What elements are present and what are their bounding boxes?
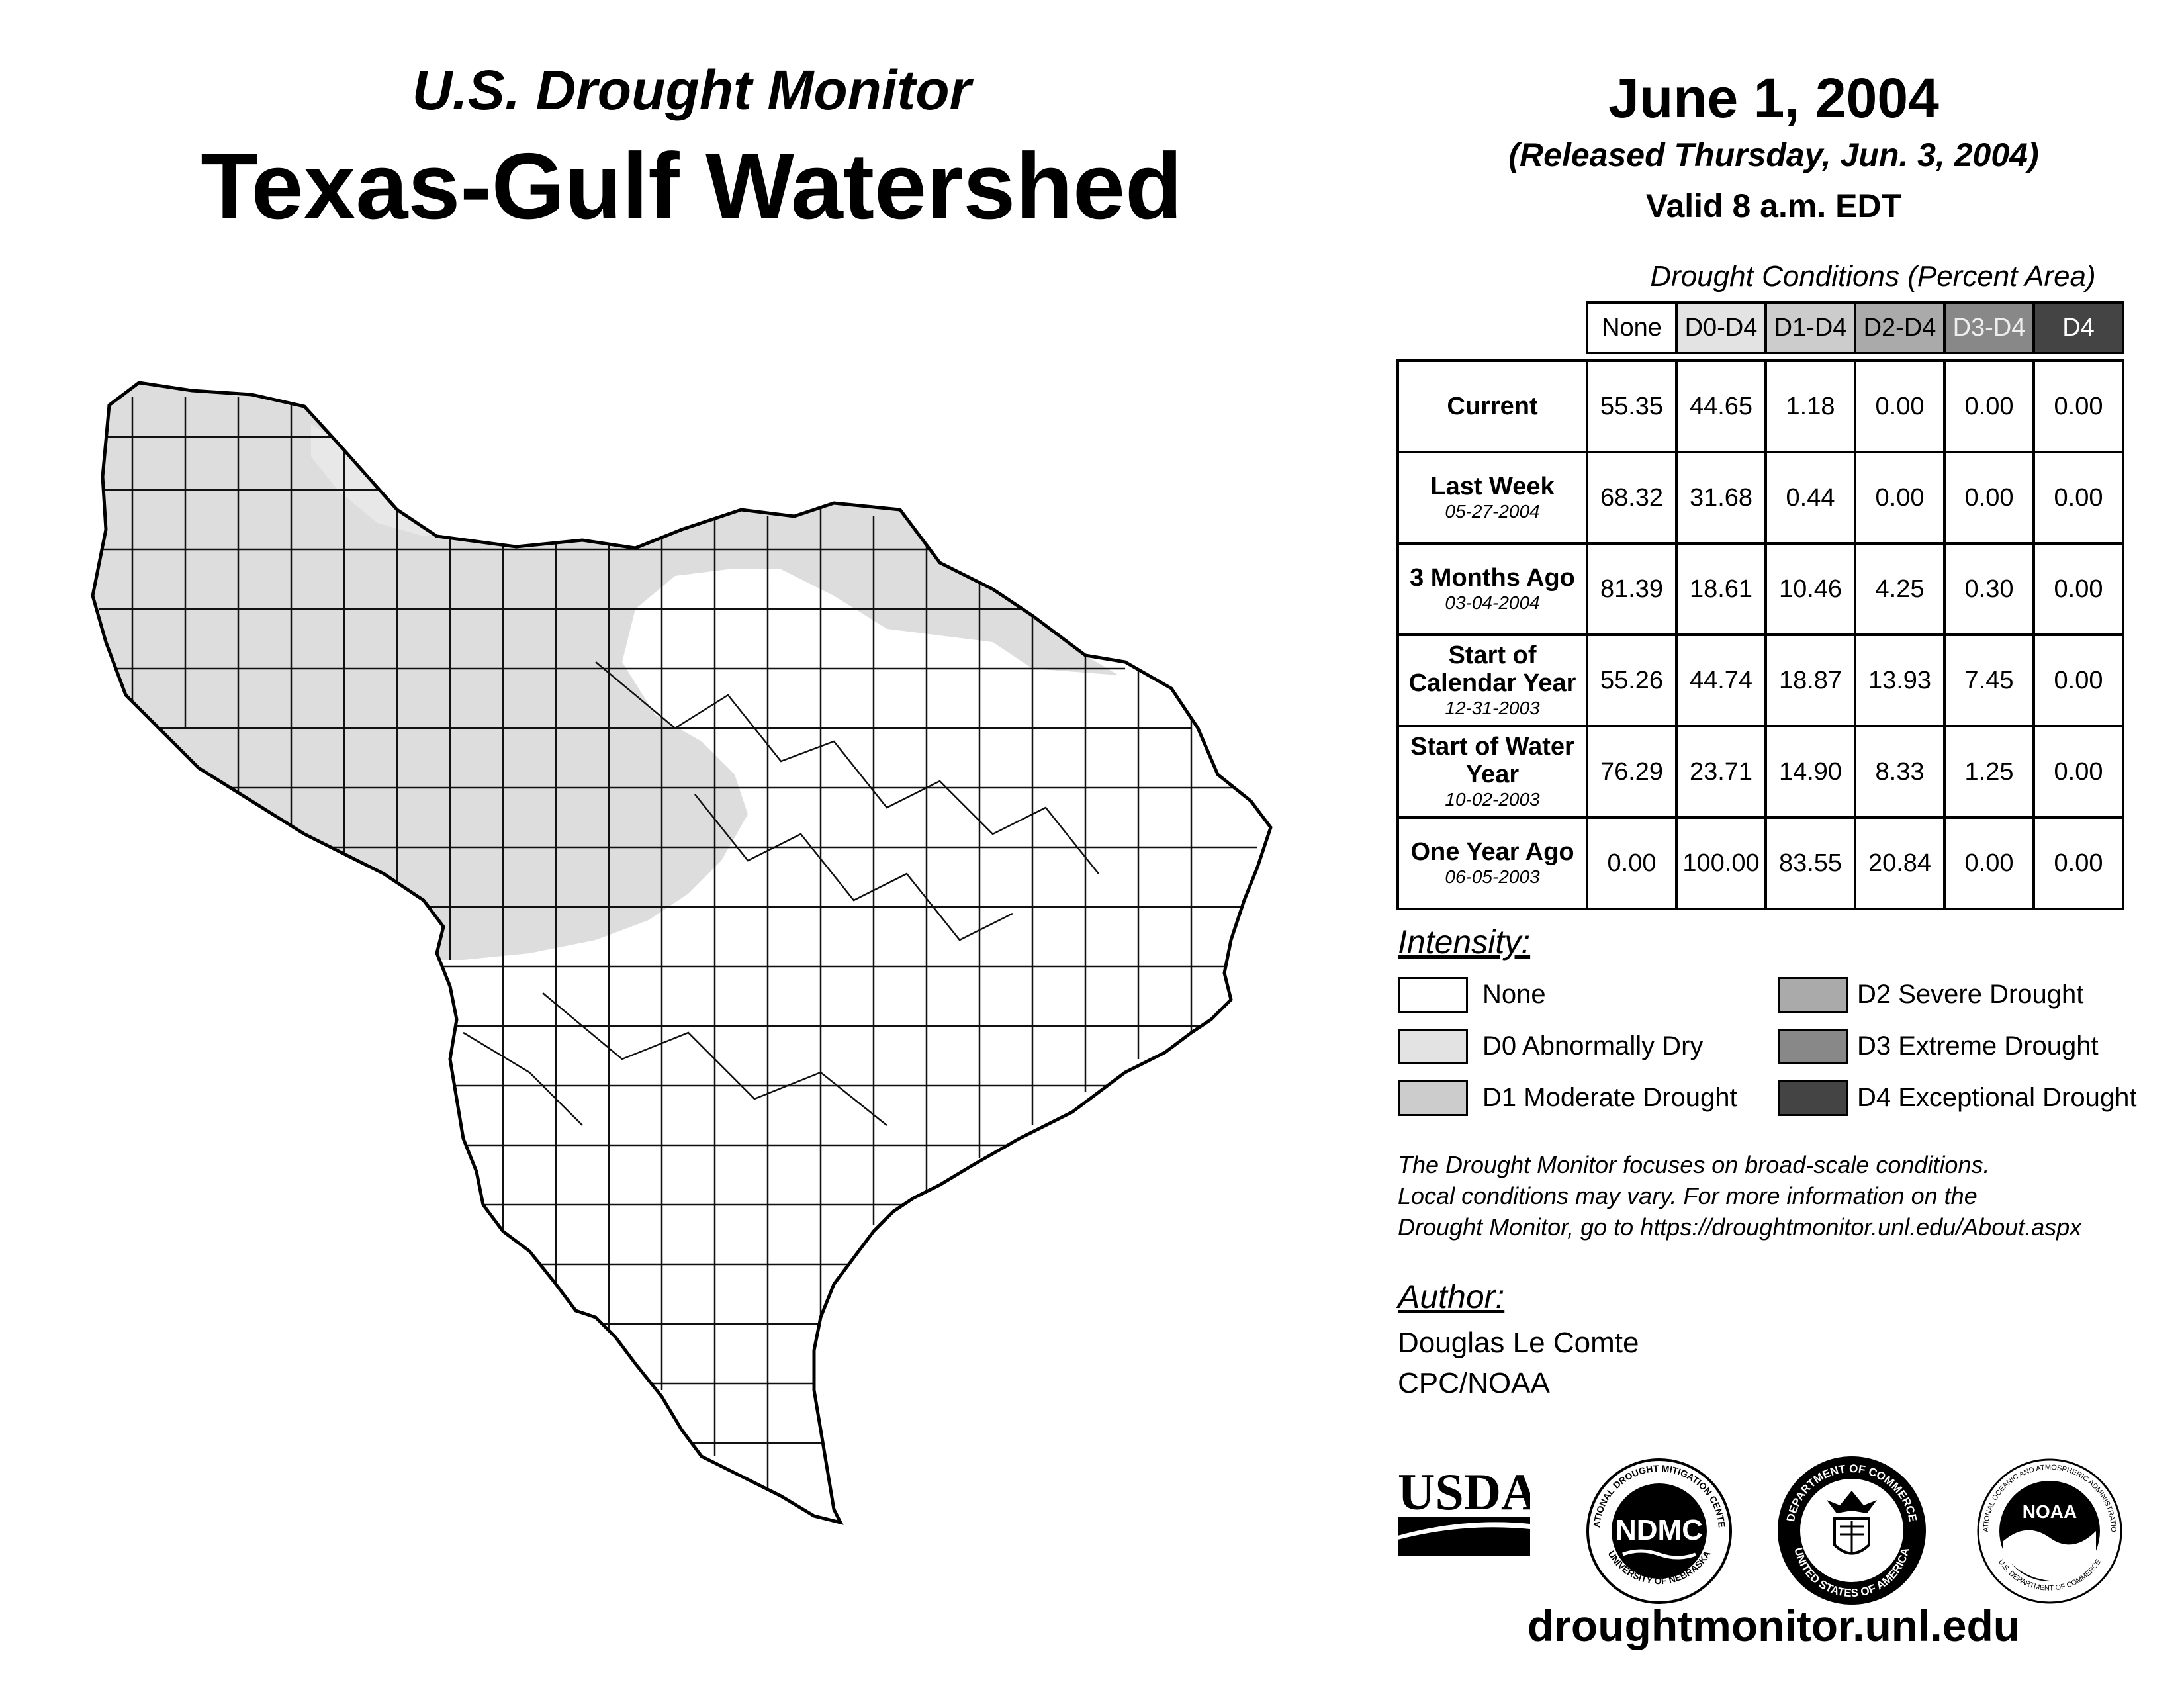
- svg-text:NOAA: NOAA: [2023, 1501, 2077, 1522]
- table-cell: 23.71: [1675, 725, 1767, 819]
- legend-swatch: [1778, 1080, 1848, 1116]
- table-cell: 0.00: [1586, 816, 1678, 910]
- row-label: Start of Calendar Year 12-31-2003: [1396, 633, 1588, 727]
- table-cell: 0.00: [1854, 451, 1946, 545]
- author-org: CPC/NOAA: [1398, 1367, 1550, 1399]
- legend-label: D2 Severe Drought: [1857, 980, 2084, 1009]
- valid-time: Valid 8 a.m. EDT: [1645, 187, 1902, 224]
- row-label: One Year Ago 06-05-2003: [1396, 816, 1588, 910]
- legend-swatch: [1398, 1080, 1468, 1116]
- row-label: Current: [1396, 359, 1588, 453]
- map-date: June 1, 2004: [1608, 67, 1939, 129]
- col-header: D4: [2032, 301, 2124, 354]
- table-cell: 55.26: [1586, 633, 1678, 727]
- table-row: One Year Ago 06-05-2003 0.00 100.00 83.55…: [1396, 816, 2124, 910]
- noaa-logo: NOAA NATIONAL OCEANIC AND ATMOSPHERIC AD…: [1974, 1455, 2122, 1604]
- col-header: D0-D4: [1675, 301, 1767, 354]
- table-cell: 55.35: [1586, 359, 1678, 453]
- disclaimer-note: The Drought Monitor focuses on broad-sca…: [1398, 1151, 2082, 1241]
- table-cell: 31.68: [1675, 451, 1767, 545]
- release-date: (Released Thursday, Jun. 3, 2004): [1508, 136, 2039, 173]
- table-cell: 68.32: [1586, 451, 1678, 545]
- table-cell: 0.00: [1943, 359, 2035, 453]
- table-row: Start of Water Year 10-02-2003 76.29 23.7…: [1396, 725, 2124, 819]
- legend-label: D3 Extreme Drought: [1857, 1031, 2099, 1060]
- table-cell: 1.25: [1943, 725, 2035, 819]
- doc-seal-logo: DEPARTMENT OF COMMERCE UNITED STATES OF …: [1778, 1456, 1926, 1605]
- map-title: Texas-Gulf Watershed: [201, 134, 1183, 239]
- row-label: 3 Months Ago 03-04-2004: [1396, 542, 1588, 636]
- drought-conditions-table: None D0-D4 D1-D4 D2-D4 D3-D4 D4 Current …: [1396, 301, 2124, 910]
- table-header-row: None D0-D4 D1-D4 D2-D4 D3-D4 D4: [1398, 301, 2124, 354]
- table-cell: 10.46: [1764, 542, 1856, 636]
- col-header: D1-D4: [1764, 301, 1856, 354]
- row-label: Start of Water Year 10-02-2003: [1396, 725, 1588, 819]
- col-header: D3-D4: [1943, 301, 2035, 354]
- legend-label: None: [1482, 980, 1546, 1009]
- table-cell: 0.00: [2032, 359, 2124, 453]
- usda-logo: USDA: [1398, 1463, 1530, 1556]
- author-name: Douglas Le Comte: [1398, 1327, 1639, 1359]
- legend-label: D4 Exceptional Drought: [1857, 1083, 2137, 1112]
- table-cell: 8.33: [1854, 725, 1946, 819]
- table-cell: 44.65: [1675, 359, 1767, 453]
- table-cell: 0.00: [2032, 816, 2124, 910]
- table-cell: 100.00: [1675, 816, 1767, 910]
- map-subtitle: U.S. Drought Monitor: [412, 59, 972, 121]
- table-row: Last Week 05-27-2004 68.32 31.68 0.44 0.0…: [1396, 451, 2124, 545]
- table-cell: 0.00: [2032, 725, 2124, 819]
- table-row: Start of Calendar Year 12-31-2003 55.26 4…: [1396, 633, 2124, 727]
- table-cell: 76.29: [1586, 725, 1678, 819]
- ndmc-logo: NDMC NATIONAL DROUGHT MITIGATION CENTER …: [1583, 1455, 1732, 1604]
- table-cell: 18.87: [1764, 633, 1856, 727]
- table-cell: 0.00: [1943, 451, 2035, 545]
- legend-swatch: [1778, 977, 1848, 1013]
- svg-text:USDA: USDA: [1398, 1463, 1530, 1521]
- county-grid: [99, 397, 1257, 1489]
- table-row: Current 55.35 44.65 1.18 0.00 0.00 0.00: [1396, 359, 2124, 453]
- table-cell: 81.39: [1586, 542, 1678, 636]
- table-cell: 4.25: [1854, 542, 1946, 636]
- legend-label: D0 Abnormally Dry: [1482, 1031, 1704, 1060]
- watershed-map: [0, 0, 1390, 1688]
- table-cell: 0.30: [1943, 542, 2035, 636]
- table-cell: 13.93: [1854, 633, 1946, 727]
- table-cell: 14.90: [1764, 725, 1856, 819]
- table-cell: 44.74: [1675, 633, 1767, 727]
- table-cell: 7.45: [1943, 633, 2035, 727]
- legend-swatch: [1398, 1029, 1468, 1064]
- legend-swatch: [1398, 977, 1468, 1013]
- table-cell: 0.00: [2032, 633, 2124, 727]
- legend-heading: Intensity:: [1398, 923, 1531, 961]
- table-cell: 0.00: [2032, 542, 2124, 636]
- col-header: None: [1586, 301, 1678, 354]
- row-label: Last Week 05-27-2004: [1396, 451, 1588, 545]
- table-cell: 1.18: [1764, 359, 1856, 453]
- svg-text:NDMC: NDMC: [1615, 1514, 1703, 1546]
- author-info: Douglas Le Comte CPC/NOAA: [1398, 1323, 1639, 1403]
- table-cell: 0.00: [1854, 359, 1946, 453]
- footer-url[interactable]: droughtmonitor.unl.edu: [1527, 1601, 2021, 1650]
- table-cell: 18.61: [1675, 542, 1767, 636]
- legend-swatch: [1778, 1029, 1848, 1064]
- table-caption: Drought Conditions (Percent Area): [1650, 260, 2096, 293]
- author-heading: Author:: [1398, 1278, 1505, 1315]
- table-cell: 0.44: [1764, 451, 1856, 545]
- table-row: 3 Months Ago 03-04-2004 81.39 18.61 10.46…: [1396, 542, 2124, 636]
- table-cell: 0.00: [1943, 816, 2035, 910]
- table-cell: 83.55: [1764, 816, 1856, 910]
- table-cell: 0.00: [2032, 451, 2124, 545]
- table-cell: 20.84: [1854, 816, 1946, 910]
- col-header: D2-D4: [1854, 301, 1946, 354]
- legend-label: D1 Moderate Drought: [1482, 1083, 1737, 1112]
